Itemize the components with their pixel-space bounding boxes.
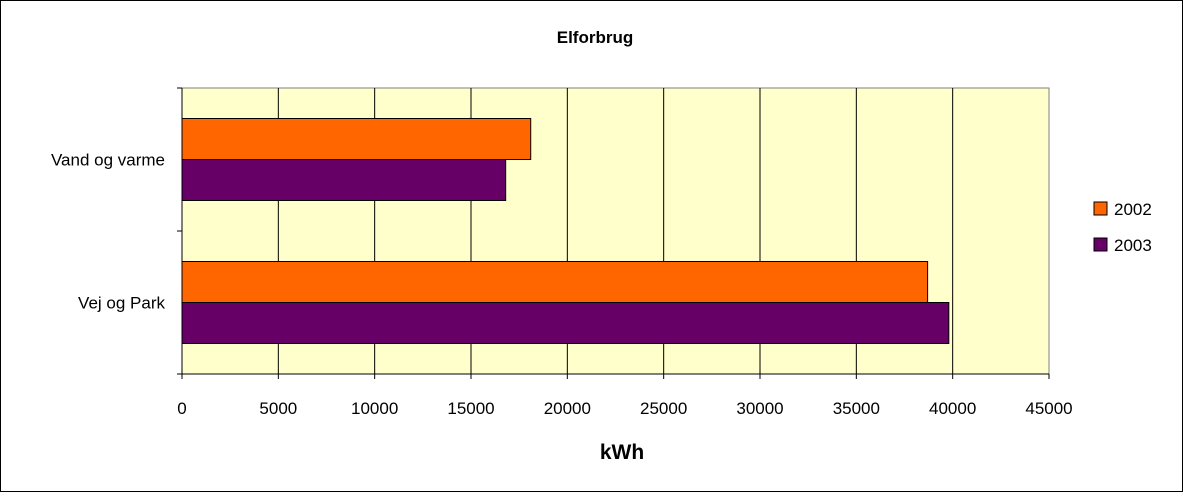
x-tick-labels: 0 5000 10000 15000 20000 25000 30000 35000 40000… bbox=[177, 399, 1072, 418]
category-labels: Vand og varme Vej og Park bbox=[51, 151, 166, 313]
bar-2003-0 bbox=[181, 159, 507, 201]
x-tick-label: 25000 bbox=[640, 399, 687, 418]
x-tick-label: 0 bbox=[177, 399, 186, 418]
x-tick-label: 45000 bbox=[1025, 399, 1072, 418]
x-tick-label: 15000 bbox=[447, 399, 494, 418]
legend-label: 2003 bbox=[1114, 236, 1152, 255]
x-tick-label: 5000 bbox=[259, 399, 297, 418]
category-label: Vej og Park bbox=[78, 294, 165, 313]
category-label: Vand og varme bbox=[51, 151, 165, 170]
bar-2002-0 bbox=[181, 118, 532, 160]
x-tick-label: 10000 bbox=[351, 399, 398, 418]
x-tick-label: 30000 bbox=[736, 399, 783, 418]
x-tick-label: 40000 bbox=[929, 399, 976, 418]
legend: 2002 2003 bbox=[1093, 200, 1152, 255]
legend-swatch bbox=[1093, 237, 1108, 252]
x-axis-title: kWh bbox=[600, 441, 644, 464]
legend-swatch bbox=[1093, 201, 1108, 216]
bar-2002-1 bbox=[181, 261, 929, 303]
axis-layer bbox=[177, 87, 1050, 379]
x-tick-label: 20000 bbox=[544, 399, 591, 418]
legend-label: 2002 bbox=[1114, 200, 1152, 219]
chart-title: Elforbrug bbox=[557, 28, 634, 47]
x-tick-label: 35000 bbox=[833, 399, 880, 418]
bars-layer bbox=[181, 118, 950, 344]
bar-2003-1 bbox=[181, 302, 950, 344]
